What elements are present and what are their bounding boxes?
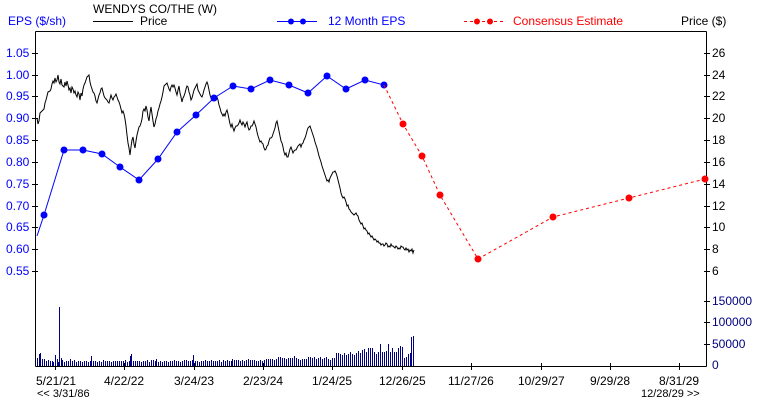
left-tick-label: 0.90: [6, 111, 30, 125]
legend-price-label: Price: [140, 14, 168, 28]
right-axis-title: Price ($): [681, 14, 727, 28]
left-tick-label: 0.75: [6, 177, 30, 191]
right-tick-label: 16: [712, 155, 726, 169]
x-tick-label: 2/23/24: [243, 374, 284, 388]
left-axis-ticks: [32, 53, 38, 272]
x-tick-label: 12/26/25: [379, 374, 426, 388]
right-tick-label: 8: [712, 242, 719, 256]
x-tick-label: 8/31/29: [659, 374, 700, 388]
right-tick-label: 20: [712, 111, 726, 125]
left-axis-title: EPS ($/sh): [8, 14, 67, 28]
scroll-forward-link[interactable]: 12/28/29 >>: [641, 388, 700, 400]
scroll-back-link[interactable]: << 3/31/86: [37, 388, 90, 400]
left-tick-label: 0.80: [6, 155, 30, 169]
volume-tick-label: 50000: [712, 337, 746, 351]
legend-consensus-label: Consensus Estimate: [513, 14, 624, 28]
volume-tick-label: 100000: [712, 315, 753, 329]
x-tick-label: 4/22/22: [104, 374, 145, 388]
eps-markers: [40, 72, 388, 219]
left-tick-label: 0.95: [6, 89, 30, 103]
left-tick-label: 1.05: [6, 46, 30, 60]
right-tick-label: 12: [712, 199, 726, 213]
right-tick-label: 22: [712, 89, 726, 103]
legend-eps-swatch: [277, 18, 317, 25]
eps-line: [36, 75, 385, 237]
volume-tick-label: 0: [712, 358, 719, 372]
right-tick-label: 18: [712, 133, 726, 147]
left-tick-label: 0.70: [6, 199, 30, 213]
x-tick-label: 10/29/27: [518, 374, 565, 388]
x-axis-ticks: [55, 363, 680, 370]
volume-bars: [37, 307, 414, 366]
x-tick-label: 9/29/28: [590, 374, 631, 388]
left-tick-label: 0.55: [6, 264, 30, 278]
consensus-line: [383, 84, 706, 260]
right-tick-label: 10: [712, 220, 726, 234]
left-tick-label: 1.00: [6, 68, 30, 82]
x-tick-label: 11/27/26: [448, 374, 494, 388]
legend-eps-label: 12 Month EPS: [328, 14, 406, 28]
right-tick-label: 24: [712, 68, 726, 82]
right-tick-label: 14: [712, 177, 726, 191]
price-line: [36, 73, 415, 255]
left-tick-label: 0.60: [6, 242, 30, 256]
x-tick-label: 1/24/25: [312, 374, 353, 388]
right-tick-label: 26: [712, 46, 726, 60]
consensus-markers: [399, 120, 709, 263]
left-tick-label: 0.65: [6, 220, 30, 234]
right-tick-label: 6: [712, 264, 719, 278]
plot-frame: [35, 31, 707, 367]
legend-consensus-swatch: [464, 18, 504, 25]
volume-tick-label: 150000: [712, 294, 753, 308]
x-tick-label: 5/21/21: [36, 374, 77, 388]
x-tick-label: 3/24/23: [174, 374, 215, 388]
chart-title: WENDYS CO/THE (W): [93, 2, 217, 16]
right-axis-ticks: [704, 53, 710, 345]
left-tick-label: 0.85: [6, 133, 30, 147]
